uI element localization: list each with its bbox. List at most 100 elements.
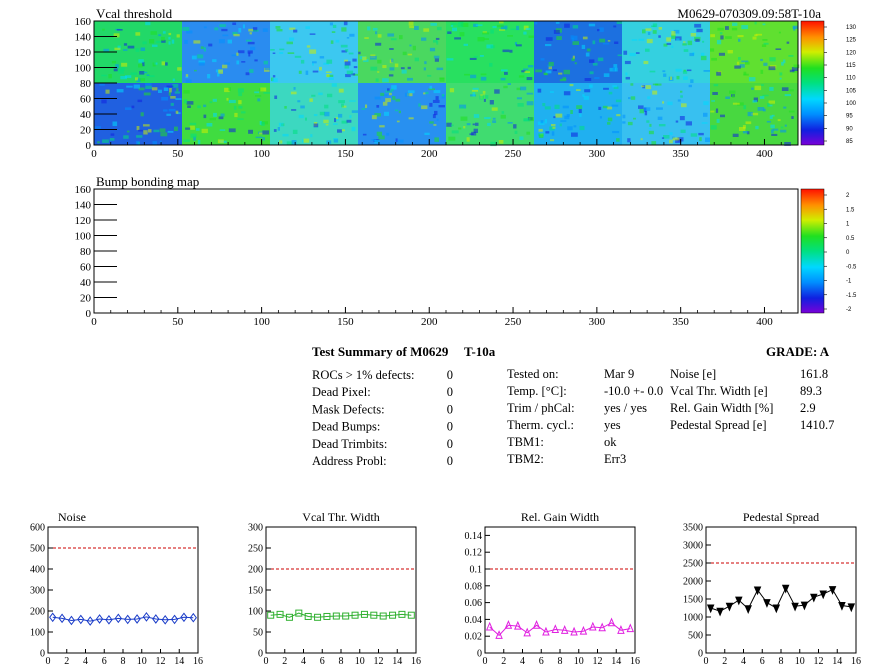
pixel-speckle xyxy=(754,85,762,91)
bump-color-scale xyxy=(800,188,825,314)
pixel-speckle xyxy=(152,62,156,67)
pixel-speckle xyxy=(482,90,486,94)
pixel-speckle xyxy=(389,92,392,96)
y-tick-label: 500 xyxy=(688,631,703,642)
pixel-speckle xyxy=(771,129,774,134)
pixel-speckle xyxy=(553,29,560,34)
pixel-speckle xyxy=(389,48,394,50)
pixel-speckle xyxy=(656,107,663,110)
pixel-speckle xyxy=(710,48,715,52)
scale-label: 0 xyxy=(846,250,850,256)
x-tick-label: 16 xyxy=(411,656,421,667)
pixel-speckle xyxy=(375,42,382,46)
pixel-speckle xyxy=(279,52,284,54)
pixel-speckle xyxy=(127,45,135,49)
pixel-speckle xyxy=(669,132,673,136)
scale-label: 85 xyxy=(846,139,853,145)
scale-label: 1 xyxy=(846,222,850,228)
pixel-speckle xyxy=(479,55,484,57)
pixel-speckle xyxy=(344,61,351,66)
data-point-marker xyxy=(626,623,635,633)
defect-value: 0 xyxy=(447,420,453,434)
pixel-speckle xyxy=(729,90,736,94)
pixel-speckle xyxy=(421,105,428,110)
pixel-speckle xyxy=(748,77,756,82)
pixel-speckle xyxy=(622,114,626,119)
pixel-speckle xyxy=(246,39,252,42)
pixel-speckle xyxy=(140,47,146,51)
pixel-speckle xyxy=(752,36,757,40)
pixel-speckle xyxy=(515,44,522,47)
pixel-speckle xyxy=(523,68,529,70)
pixel-speckle xyxy=(767,103,770,107)
x-tick-label: 400 xyxy=(756,148,773,160)
pixel-speckle xyxy=(551,124,556,127)
pixel-speckle xyxy=(318,92,323,96)
data-point-marker xyxy=(560,625,569,634)
pixel-speckle xyxy=(153,129,160,133)
pixel-speckle xyxy=(233,105,237,110)
pixel-speckle xyxy=(284,106,287,109)
pixel-speckle xyxy=(382,78,389,83)
condition-label: TBM1: xyxy=(507,435,544,449)
pixel-speckle xyxy=(387,33,395,37)
pixel-speckle xyxy=(346,37,350,39)
pixel-speckle xyxy=(687,40,693,46)
pixel-speckle xyxy=(169,88,172,93)
pixel-speckle xyxy=(124,75,132,78)
pixel-speckle xyxy=(208,43,213,47)
pixel-speckle xyxy=(564,23,570,28)
pixel-speckle xyxy=(769,57,776,62)
pixel-speckle xyxy=(103,48,110,52)
pixel-speckle xyxy=(418,103,421,107)
pixel-speckle xyxy=(319,66,322,71)
pixel-speckle xyxy=(771,133,778,136)
pixel-speckle xyxy=(482,31,487,34)
pixel-speckle xyxy=(183,99,188,104)
pixel-speckle xyxy=(649,70,656,73)
pixel-speckle xyxy=(676,75,680,80)
pixel-speckle xyxy=(597,57,604,62)
pixel-speckle xyxy=(778,31,781,34)
y-tick-label: 120 xyxy=(75,215,92,227)
pixel-speckle xyxy=(526,77,533,81)
series-line xyxy=(52,616,194,622)
pixel-speckle xyxy=(746,131,750,135)
y-tick-label: 40 xyxy=(80,109,92,121)
data-point-marker xyxy=(180,612,188,623)
pixel-speckle xyxy=(305,117,307,121)
y-tick-label: 0 xyxy=(698,649,703,660)
pixel-speckle xyxy=(639,108,644,114)
pixel-speckle xyxy=(264,67,271,71)
pixel-speckle xyxy=(224,87,230,93)
data-point-marker xyxy=(763,599,771,608)
data-point-marker xyxy=(514,620,522,630)
x-tick-label: 12 xyxy=(374,656,384,667)
pixel-speckle xyxy=(622,121,626,124)
pixel-speckle xyxy=(137,99,143,103)
pixel-speckle xyxy=(739,127,746,131)
pixel-speckle xyxy=(263,92,271,94)
pixel-speckle xyxy=(446,58,454,61)
pixel-speckle xyxy=(138,87,145,91)
pixel-speckle xyxy=(562,105,569,109)
pixel-speckle xyxy=(362,56,367,61)
pixel-speckle xyxy=(161,61,165,66)
pixel-speckle xyxy=(150,31,157,35)
pixel-speckle xyxy=(581,44,586,49)
pixel-speckle xyxy=(421,37,427,41)
pixel-speckle xyxy=(607,117,613,122)
pixel-speckle xyxy=(695,38,700,42)
y-tick-label: 500 xyxy=(30,544,45,555)
pixel-speckle xyxy=(234,112,238,118)
pixel-speckle xyxy=(751,112,759,116)
y-tick-label: 80 xyxy=(80,246,92,258)
pixel-speckle xyxy=(412,45,416,51)
pixel-speckle xyxy=(741,60,749,63)
x-tick-label: 6 xyxy=(320,656,325,667)
pixel-speckle xyxy=(145,21,151,26)
y-tick-label: 0.14 xyxy=(465,531,483,542)
pixel-speckle xyxy=(477,37,485,42)
pixel-speckle xyxy=(662,101,665,104)
